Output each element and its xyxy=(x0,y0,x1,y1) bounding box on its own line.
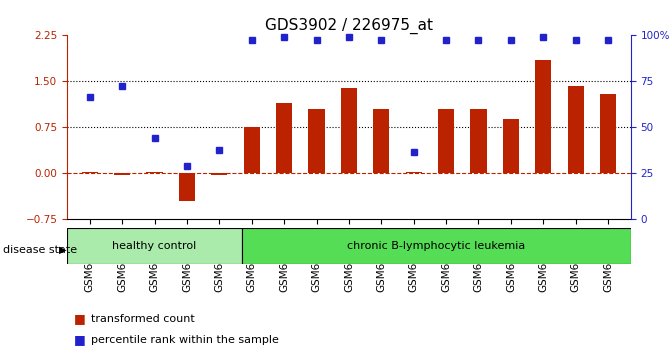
Bar xyxy=(341,87,357,173)
Bar xyxy=(211,173,227,175)
Title: GDS3902 / 226975_at: GDS3902 / 226975_at xyxy=(265,18,433,34)
Bar xyxy=(242,228,631,264)
Bar xyxy=(309,109,325,173)
Bar xyxy=(373,109,389,173)
Bar xyxy=(405,172,422,173)
Text: chronic B-lymphocytic leukemia: chronic B-lymphocytic leukemia xyxy=(348,241,525,251)
Text: healthy control: healthy control xyxy=(113,241,197,251)
Bar xyxy=(146,172,162,173)
Bar xyxy=(568,86,584,173)
Bar xyxy=(82,172,98,173)
Bar xyxy=(438,109,454,173)
Bar xyxy=(244,127,260,173)
Text: ▶: ▶ xyxy=(59,245,66,255)
Bar xyxy=(276,103,293,173)
Text: ■: ■ xyxy=(74,333,86,346)
Bar xyxy=(470,109,486,173)
Text: transformed count: transformed count xyxy=(91,314,195,324)
Bar xyxy=(114,173,130,175)
Text: disease state: disease state xyxy=(3,245,77,255)
Bar xyxy=(67,228,242,264)
Bar xyxy=(535,60,552,173)
Bar xyxy=(503,119,519,173)
Text: ■: ■ xyxy=(74,312,86,325)
Bar xyxy=(600,94,616,173)
Bar xyxy=(179,173,195,201)
Text: percentile rank within the sample: percentile rank within the sample xyxy=(91,335,278,345)
